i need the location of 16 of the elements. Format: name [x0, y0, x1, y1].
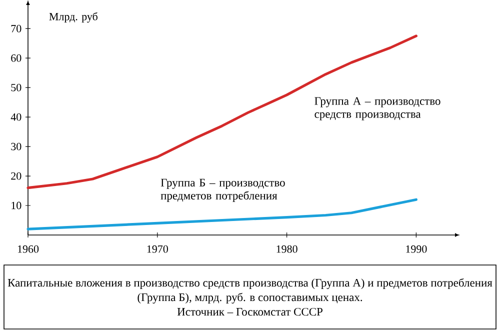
text: Капитальные вложения в производство средств производства (Группа А) и предметов потребления (Группа Б), млрд. руб. в сопоставимых ценах.	[8, 278, 492, 304]
y-tick-label: 60	[11, 54, 22, 62]
y-tick-label: 10	[12, 202, 22, 210]
x-tick-label: 1980	[276, 245, 298, 253]
y-axis-title: Млрд. руб	[49, 12, 98, 23]
y-tick-label: 50	[11, 84, 22, 92]
series-label: Группа А – производство средств производства	[314, 97, 440, 120]
text: Источник – Госкомстат СССР	[177, 308, 322, 316]
y-tick-label: 70	[11, 24, 22, 32]
y-tick-label: 40	[10, 113, 22, 121]
y-tick-label: 30	[11, 142, 22, 150]
x-tick-label: 1990	[406, 245, 427, 253]
x-tick-label: 1970	[147, 245, 168, 253]
y-tick-label: 20	[11, 172, 22, 180]
series-label: Группа Б – производство предметов потребления	[160, 178, 285, 202]
x-tick-label: 1960	[18, 245, 39, 253]
